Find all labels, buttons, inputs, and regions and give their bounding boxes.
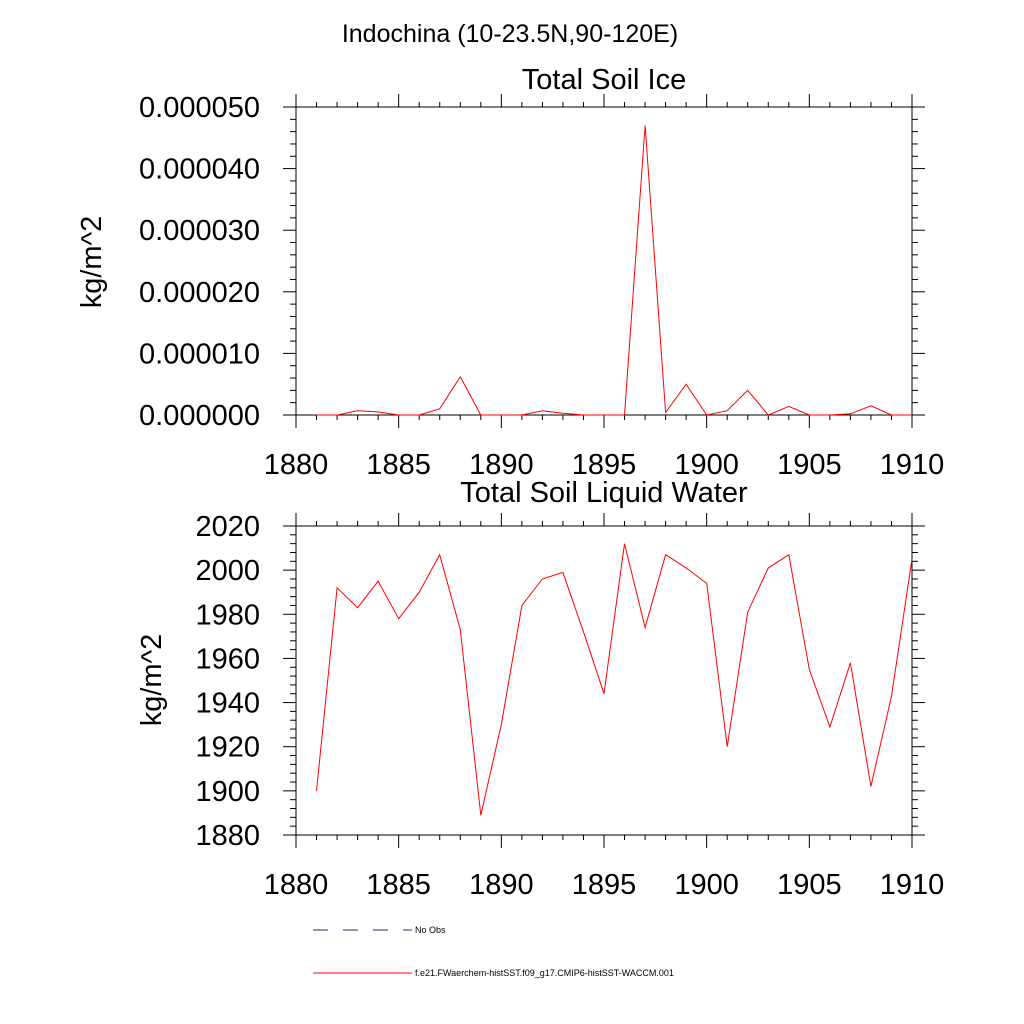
y-tick-label: 1880 [195, 820, 260, 852]
y-tick-label: 0.000000 [139, 400, 260, 432]
figure-main-title: Indochina (10-23.5N,90-120E) [342, 20, 678, 48]
x-tick-label: 1910 [880, 449, 945, 481]
x-tick-labels: 1880 1885 1890 1895 1900 1905 1910 [264, 869, 945, 901]
x-tick-label: 1885 [366, 869, 431, 901]
series-line [316, 125, 912, 416]
series-line [316, 543, 913, 816]
legend-item-model-run: f.e21.FWaerchem-histSST.f09_g17.CMIP6-hi… [313, 968, 674, 978]
x-tick-label: 1890 [469, 449, 534, 481]
y-tick-label: 1920 [195, 732, 260, 764]
y-tick-label: 2000 [195, 555, 260, 587]
y-tick-label: 1960 [195, 643, 260, 675]
chart-title: Total Soil Ice [522, 64, 686, 96]
y-axis-label: kg/m^2 [136, 634, 168, 727]
y-tick-label: 0.000010 [139, 338, 260, 370]
x-tick-label: 1880 [264, 449, 329, 481]
plot-frame [295, 525, 913, 836]
x-tick-label: 1880 [264, 869, 329, 901]
y-tick-label: 0.000040 [139, 154, 260, 186]
x-tick-label: 1910 [880, 869, 945, 901]
x-tick-label: 1900 [674, 449, 739, 481]
chart-panel-soil-liquid-water: Total Soil Liquid Water kg/m^2 188019001… [136, 477, 944, 901]
tick-marks [283, 513, 925, 848]
plot-frame [295, 106, 913, 416]
y-tick-label: 0.000030 [139, 215, 260, 247]
y-tick-label: 0.000020 [139, 277, 260, 309]
data-series [316, 543, 913, 816]
y-tick-labels: 0.000000 0.000010 0.000020 0.000030 0.000040… [139, 92, 260, 432]
x-tick-label: 1900 [674, 869, 739, 901]
x-tick-label: 1895 [572, 449, 637, 481]
x-tick-label: 1905 [777, 449, 842, 481]
x-tick-label: 1905 [777, 869, 842, 901]
y-tick-label: 1980 [195, 599, 260, 631]
legend-label: f.e21.FWaerchem-histSST.f09_g17.CMIP6-hi… [415, 968, 674, 978]
x-tick-label: 1885 [366, 449, 431, 481]
chart-title: Total Soil Liquid Water [460, 477, 748, 509]
x-tick-labels: 1880 1885 1890 1895 1900 1905 1910 [264, 449, 945, 481]
y-tick-label: 1940 [195, 688, 260, 720]
legend-item-no-obs: No Obs [313, 925, 446, 935]
y-tick-label: 0.000050 [139, 92, 260, 124]
x-tick-label: 1890 [469, 869, 534, 901]
legend-label: No Obs [415, 925, 446, 935]
tick-marks [283, 94, 925, 428]
chart-panel-soil-ice: Total Soil Ice kg/m^2 0.0000000.0000100.… [76, 64, 944, 481]
data-series [316, 125, 912, 416]
y-tick-label: 1900 [195, 776, 260, 808]
y-tick-labels: 1880 1900 1920 1940 1960 1980 2000 2020 [195, 511, 260, 852]
legend: No Obs f.e21.FWaerchem-histSST.f09_g17.C… [313, 925, 674, 978]
x-tick-label: 1895 [572, 869, 637, 901]
y-tick-label: 2020 [195, 511, 260, 543]
y-axis-label: kg/m^2 [76, 216, 108, 309]
